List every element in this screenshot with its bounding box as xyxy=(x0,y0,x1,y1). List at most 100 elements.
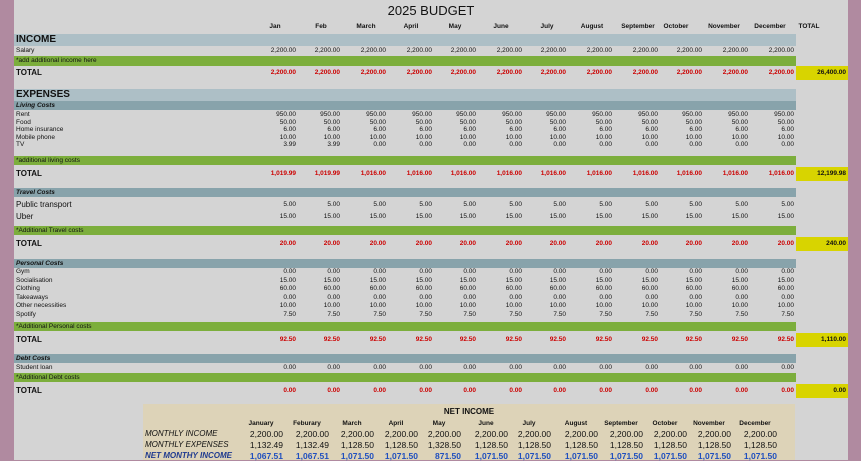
value-cell[interactable]: 7.50 xyxy=(463,310,476,318)
value-cell[interactable]: 15.00 xyxy=(369,213,386,220)
total-value-cell[interactable]: 1,016.00 xyxy=(632,170,658,177)
value-cell[interactable]: 6.00 xyxy=(781,126,794,133)
total-value-cell[interactable]: 20.00 xyxy=(323,240,340,247)
monthly-expenses-value[interactable]: 1,128.50 xyxy=(609,440,643,450)
value-cell[interactable]: 15.00 xyxy=(505,213,522,220)
value-cell[interactable]: 10.00 xyxy=(731,133,748,141)
grand-total-cell[interactable]: 26,400.00 xyxy=(796,66,848,80)
value-cell[interactable]: 15.00 xyxy=(641,276,658,284)
total-value-cell[interactable]: 0.00 xyxy=(419,387,432,394)
value-cell[interactable]: 5.00 xyxy=(283,201,296,208)
total-value-cell[interactable]: 0.00 xyxy=(373,387,386,394)
value-cell[interactable]: 950.00 xyxy=(728,111,748,118)
value-cell[interactable]: 0.00 xyxy=(419,268,432,275)
total-value-cell[interactable]: 0.00 xyxy=(463,387,476,394)
value-cell[interactable]: 15.00 xyxy=(459,276,476,284)
total-value-cell[interactable]: 0.00 xyxy=(781,387,794,394)
value-cell[interactable]: 0.00 xyxy=(327,293,340,301)
additional-costs-note[interactable]: *Additional Travel costs xyxy=(14,226,796,235)
value-cell[interactable]: 10.00 xyxy=(415,133,432,141)
value-cell[interactable]: 10.00 xyxy=(641,133,658,141)
value-cell[interactable]: 950.00 xyxy=(456,111,476,118)
total-value-cell[interactable]: 92.50 xyxy=(369,336,386,343)
value-cell[interactable]: 0.00 xyxy=(419,141,432,148)
value-cell[interactable]: 60.00 xyxy=(641,285,658,292)
value-cell[interactable]: 6.00 xyxy=(463,126,476,133)
value-cell[interactable]: 950.00 xyxy=(638,111,658,118)
value-cell[interactable]: 50.00 xyxy=(323,118,340,126)
net-monthly-income-value[interactable]: 1,071.50 xyxy=(474,451,508,461)
value-cell[interactable]: 2,200.00 xyxy=(586,47,612,54)
value-cell[interactable]: 50.00 xyxy=(685,118,702,126)
value-cell[interactable]: 0.00 xyxy=(599,293,612,301)
value-cell[interactable]: 0.00 xyxy=(463,293,476,301)
value-cell[interactable]: 15.00 xyxy=(549,276,566,284)
total-value-cell[interactable]: 0.00 xyxy=(553,387,566,394)
value-cell[interactable]: 5.00 xyxy=(327,201,340,208)
total-value-cell[interactable]: 20.00 xyxy=(641,240,658,247)
value-cell[interactable]: 15.00 xyxy=(505,276,522,284)
value-cell[interactable]: 60.00 xyxy=(549,285,566,292)
monthly-expenses-value[interactable]: 1,132.49 xyxy=(295,440,329,450)
value-cell[interactable]: 3.99 xyxy=(283,141,296,148)
value-cell[interactable]: 50.00 xyxy=(549,118,566,126)
total-value-cell[interactable]: 20.00 xyxy=(595,240,612,247)
value-cell[interactable]: 7.50 xyxy=(645,310,658,318)
value-cell[interactable]: 60.00 xyxy=(323,285,340,292)
grand-total-cell[interactable]: 1,110.00 xyxy=(796,333,848,347)
value-cell[interactable]: 60.00 xyxy=(415,285,432,292)
value-cell[interactable]: 0.00 xyxy=(735,141,748,148)
value-cell[interactable]: 7.50 xyxy=(735,310,748,318)
value-cell[interactable]: 0.00 xyxy=(781,141,794,148)
value-cell[interactable]: 0.00 xyxy=(373,293,386,301)
value-cell[interactable]: 5.00 xyxy=(689,201,702,208)
monthly-income-value[interactable]: 2,200.00 xyxy=(249,429,283,439)
value-cell[interactable]: 5.00 xyxy=(419,201,432,208)
monthly-expenses-value[interactable]: 1,128.50 xyxy=(340,440,374,450)
value-cell[interactable]: 60.00 xyxy=(731,285,748,292)
total-value-cell[interactable]: 0.00 xyxy=(327,387,340,394)
value-cell[interactable]: 60.00 xyxy=(595,285,612,292)
value-cell[interactable]: 60.00 xyxy=(279,285,296,292)
value-cell[interactable]: 3.99 xyxy=(327,141,340,148)
value-cell[interactable]: 7.50 xyxy=(553,310,566,318)
value-cell[interactable]: 0.00 xyxy=(781,268,794,275)
net-monthly-income-value[interactable]: 1,071.50 xyxy=(564,451,598,461)
value-cell[interactable]: 950.00 xyxy=(502,111,522,118)
value-cell[interactable]: 6.00 xyxy=(689,126,702,133)
value-cell[interactable]: 50.00 xyxy=(777,118,794,126)
total-value-cell[interactable]: 92.50 xyxy=(323,336,340,343)
total-value-cell[interactable]: 92.50 xyxy=(641,336,658,343)
value-cell[interactable]: 15.00 xyxy=(595,276,612,284)
monthly-expenses-value[interactable]: 1,128.50 xyxy=(474,440,508,450)
value-cell[interactable]: 0.00 xyxy=(553,268,566,275)
monthly-income-value[interactable]: 2,200.00 xyxy=(697,429,731,439)
value-cell[interactable]: 10.00 xyxy=(549,302,566,309)
net-monthly-income-value[interactable]: 1,071.50 xyxy=(743,451,777,461)
additional-costs-note[interactable]: *Additional Debt costs xyxy=(14,373,796,382)
value-cell[interactable]: 0.00 xyxy=(645,141,658,148)
monthly-expenses-value[interactable]: 1,128.50 xyxy=(384,440,418,450)
value-cell[interactable]: 2,200.00 xyxy=(496,47,522,54)
total-value-cell[interactable]: 2,200.00 xyxy=(676,69,702,76)
value-cell[interactable]: 6.00 xyxy=(553,126,566,133)
value-cell[interactable]: 15.00 xyxy=(641,213,658,220)
value-cell[interactable]: 15.00 xyxy=(685,276,702,284)
value-cell[interactable]: 15.00 xyxy=(731,213,748,220)
value-cell[interactable]: 15.00 xyxy=(731,276,748,284)
value-cell[interactable]: 0.00 xyxy=(373,364,386,371)
value-cell[interactable]: 60.00 xyxy=(777,285,794,292)
value-cell[interactable]: 7.50 xyxy=(327,310,340,318)
value-cell[interactable]: 60.00 xyxy=(505,285,522,292)
value-cell[interactable]: 950.00 xyxy=(320,111,340,118)
value-cell[interactable]: 2,200.00 xyxy=(450,47,476,54)
value-cell[interactable]: 0.00 xyxy=(735,293,748,301)
total-value-cell[interactable]: 1,016.00 xyxy=(540,170,566,177)
value-cell[interactable]: 0.00 xyxy=(419,293,432,301)
value-cell[interactable]: 0.00 xyxy=(689,364,702,371)
value-cell[interactable]: 60.00 xyxy=(369,285,386,292)
total-value-cell[interactable]: 92.50 xyxy=(685,336,702,343)
monthly-expenses-value[interactable]: 1,128.50 xyxy=(517,440,551,450)
value-cell[interactable]: 10.00 xyxy=(459,133,476,141)
value-cell[interactable]: 7.50 xyxy=(283,310,296,318)
